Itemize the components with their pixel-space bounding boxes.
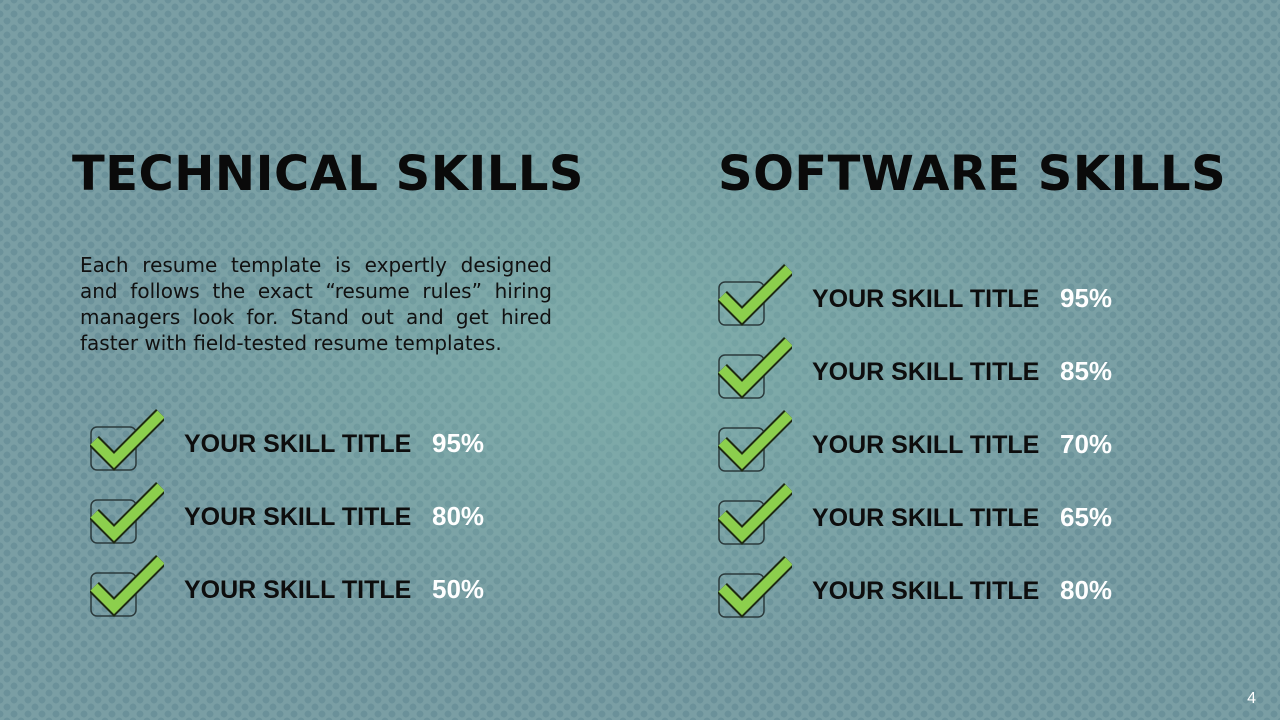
skill-title: YOUR SKILL TITLE [812,285,1040,313]
skill-percent: 70% [1060,429,1113,459]
checked-box-icon [90,409,164,471]
skill-percent: 80% [1060,575,1113,605]
checked-box-icon [718,264,792,326]
checked-box-icon [718,483,792,545]
skill-title: YOUR SKILL TITLE [812,577,1040,605]
software-skills-heading: SOFTWARE SKILLS [718,146,1227,202]
checked-box-icon [90,482,164,544]
checked-box-icon [718,556,792,618]
technical-skills-heading: TECHNICAL SKILLS [72,146,584,202]
skill-percent: 50% [432,574,485,604]
skill-percent: 65% [1060,502,1113,532]
checked-box-icon [718,337,792,399]
skill-title: YOUR SKILL TITLE [184,430,412,458]
technical-skills-description: Each resume template is expertly designe… [80,253,552,355]
skill-title: YOUR SKILL TITLE [184,576,412,604]
skill-percent: 85% [1060,356,1113,386]
skill-title: YOUR SKILL TITLE [812,504,1040,532]
skill-percent: 80% [432,501,485,531]
skill-percent: 95% [432,428,485,458]
page-number: 4 [1247,690,1256,707]
checked-box-icon [90,555,164,617]
checked-box-icon [718,410,792,472]
skill-title: YOUR SKILL TITLE [184,503,412,531]
skill-percent: 95% [1060,283,1113,313]
skill-title: YOUR SKILL TITLE [812,358,1040,386]
skill-title: YOUR SKILL TITLE [812,431,1040,459]
